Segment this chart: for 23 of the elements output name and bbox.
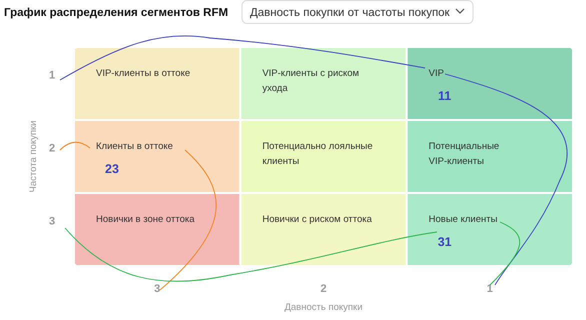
- chart-title: График распределения сегментов RFM: [4, 7, 228, 19]
- annotation: VIP: [428, 68, 444, 79]
- x-tick-label: 3: [154, 283, 160, 295]
- annotation: VIP-клиенты с риском ухода: [262, 68, 360, 94]
- y-tick-label: 3: [48, 216, 56, 228]
- y-tick-label: 2: [48, 142, 56, 154]
- annotation: Новички с риском оттока: [262, 214, 373, 225]
- annotation: Новые клиенты: [428, 214, 498, 225]
- x-tick-label: 2: [320, 283, 327, 295]
- annotation: Потенциальные VIP-клиенты: [428, 141, 500, 167]
- annotation: VIP-клиенты в оттоке: [96, 68, 190, 79]
- dropdown-field: Давность покупки от частоты покупок: [242, 0, 474, 24]
- x-axis-title: Давность покупки: [284, 302, 363, 313]
- y-axis-title: Частота покупки: [28, 120, 39, 192]
- data-label: 31: [438, 235, 452, 249]
- data-label: 23: [105, 162, 119, 176]
- y-tick-label: 1: [48, 70, 56, 82]
- data-label: 11: [438, 89, 452, 103]
- annotation: Потенциально лояльные клиенты: [262, 141, 373, 167]
- x-tick-label: 1: [486, 283, 493, 295]
- annotation: Новички в зоне оттока: [96, 214, 196, 225]
- chart-subtitle: Давность покупки от частоты покупок: [250, 7, 451, 19]
- annotation: Клиенты в оттоке: [96, 141, 173, 152]
